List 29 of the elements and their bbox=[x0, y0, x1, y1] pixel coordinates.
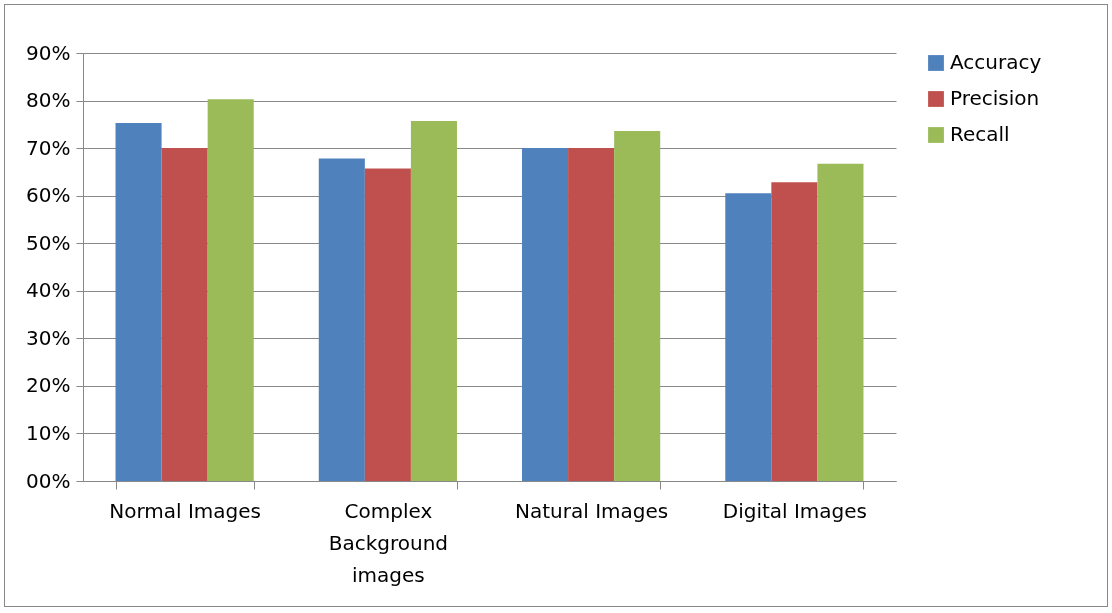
x-tick-label: Digital Images bbox=[722, 498, 868, 523]
y-tick-label: 80% bbox=[26, 88, 71, 113]
y-tick-label: 40% bbox=[26, 278, 71, 303]
bar bbox=[614, 130, 661, 481]
legend-label: Accuracy bbox=[950, 50, 1042, 74]
y-tick-label: 60% bbox=[26, 183, 71, 208]
y-tick-label: 00% bbox=[26, 468, 71, 493]
bar bbox=[817, 163, 864, 481]
x-tick-label: Normal Images bbox=[109, 498, 262, 523]
bar bbox=[115, 122, 162, 481]
bar bbox=[568, 148, 615, 481]
legend-label: Precision bbox=[950, 86, 1040, 110]
y-tick-label: 50% bbox=[26, 230, 71, 255]
bar bbox=[364, 168, 411, 481]
bar bbox=[522, 148, 569, 481]
legend-label: Recall bbox=[950, 122, 1010, 146]
y-tick-label: 20% bbox=[26, 373, 71, 398]
bar bbox=[161, 148, 208, 481]
x-tick-label: Natural Images bbox=[515, 498, 669, 523]
bar bbox=[410, 121, 457, 481]
y-tick-label: 90% bbox=[26, 40, 71, 65]
bar bbox=[771, 182, 818, 481]
y-tick-label: 10% bbox=[26, 420, 71, 445]
bar bbox=[207, 99, 254, 481]
y-tick-label: 30% bbox=[26, 325, 71, 350]
y-tick-label: 70% bbox=[26, 135, 71, 160]
bar bbox=[318, 158, 365, 481]
bar bbox=[725, 193, 772, 481]
x-tick-label: Complex Background images bbox=[328, 498, 449, 587]
